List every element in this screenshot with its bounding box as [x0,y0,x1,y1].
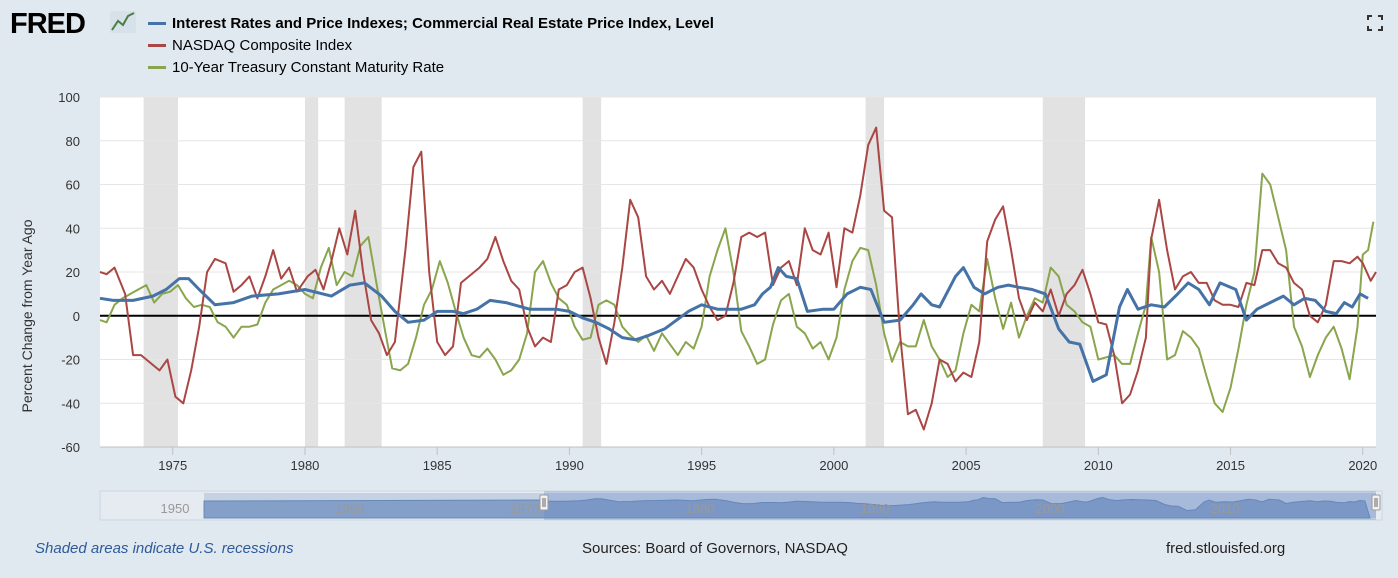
navigator-year-label: 1990 [861,501,890,516]
y-tick-label: 20 [66,265,80,280]
x-tick-label: 1985 [423,458,452,473]
legend-item-10yr-treasury[interactable]: 10-Year Treasury Constant Maturity Rate [148,56,714,78]
fred-logo-text: FRED [10,8,85,40]
y-tick-label: -60 [61,440,80,455]
x-tick-label: 2000 [819,458,848,473]
navigator-year-label: 1980 [686,501,715,516]
range-navigator[interactable]: 1950 1960 1970 1980 1990 2000 2010 [99,490,1383,521]
trend-line-chart-icon [110,11,136,33]
series-line-2 [99,172,1375,413]
y-tick-label: -20 [61,353,80,368]
legend-item-nasdaq[interactable]: NASDAQ Composite Index [148,34,714,56]
x-tick-label: 2010 [1084,458,1113,473]
navigator-selection [544,491,1376,520]
chart-legend: Interest Rates and Price Indexes; Commer… [148,12,714,78]
y-axis-ticks: -60 -40 -20 0 20 40 60 80 100 [58,90,80,455]
site-link[interactable]: fred.stlouisfed.org [1166,540,1286,557]
x-tick-label: 1980 [290,458,319,473]
x-tick-label: 2020 [1348,458,1377,473]
y-tick-label: -40 [61,396,80,411]
legend-swatch [148,65,166,69]
series-lines [99,126,1377,431]
legend-label: 10-Year Treasury Constant Maturity Rate [172,58,445,76]
navigator-area [203,496,1371,519]
navigator-year-label: 1950 [161,501,190,516]
series-line-0 [99,266,1369,383]
x-tick-label: 2005 [952,458,981,473]
legend-item-cre-price-index[interactable]: Interest Rates and Price Indexes; Commer… [148,12,714,34]
y-tick-label: 60 [66,178,80,193]
sources-text: Sources: Board of Governors, NASDAQ [582,540,848,557]
x-tick-label: 1990 [555,458,584,473]
series-line-1 [99,126,1377,431]
x-axis-ticks: 1975 1980 1985 1990 1995 2000 2005 2010 2015 2020 [158,447,1377,473]
navigator-year-label: 1970 [511,501,540,516]
y-tick-label: 80 [66,134,80,149]
navigator-left-handle[interactable] [539,494,549,511]
fred-logo[interactable]: FRED [10,4,140,40]
y-tick-label: 0 [73,309,80,324]
y-axis-label: Percent Change from Year Ago [19,219,35,412]
x-tick-label: 1975 [158,458,187,473]
legend-swatch [148,21,166,25]
navigator-right-handle[interactable] [1371,494,1381,511]
fullscreen-icon[interactable] [1366,14,1384,32]
legend-label: Interest Rates and Price Indexes; Commer… [172,14,714,32]
legend-swatch [148,43,166,47]
navigator-year-label: 2010 [1211,501,1240,516]
navigator-year-label: 2000 [1036,501,1065,516]
navigator-year-label: 1960 [336,501,365,516]
legend-label: NASDAQ Composite Index [172,36,353,54]
x-tick-label: 1995 [687,458,716,473]
x-tick-label: 2015 [1216,458,1245,473]
y-tick-label: 100 [58,90,80,105]
recession-note: Shaded areas indicate U.S. recessions [35,540,294,557]
y-tick-label: 40 [66,221,80,236]
